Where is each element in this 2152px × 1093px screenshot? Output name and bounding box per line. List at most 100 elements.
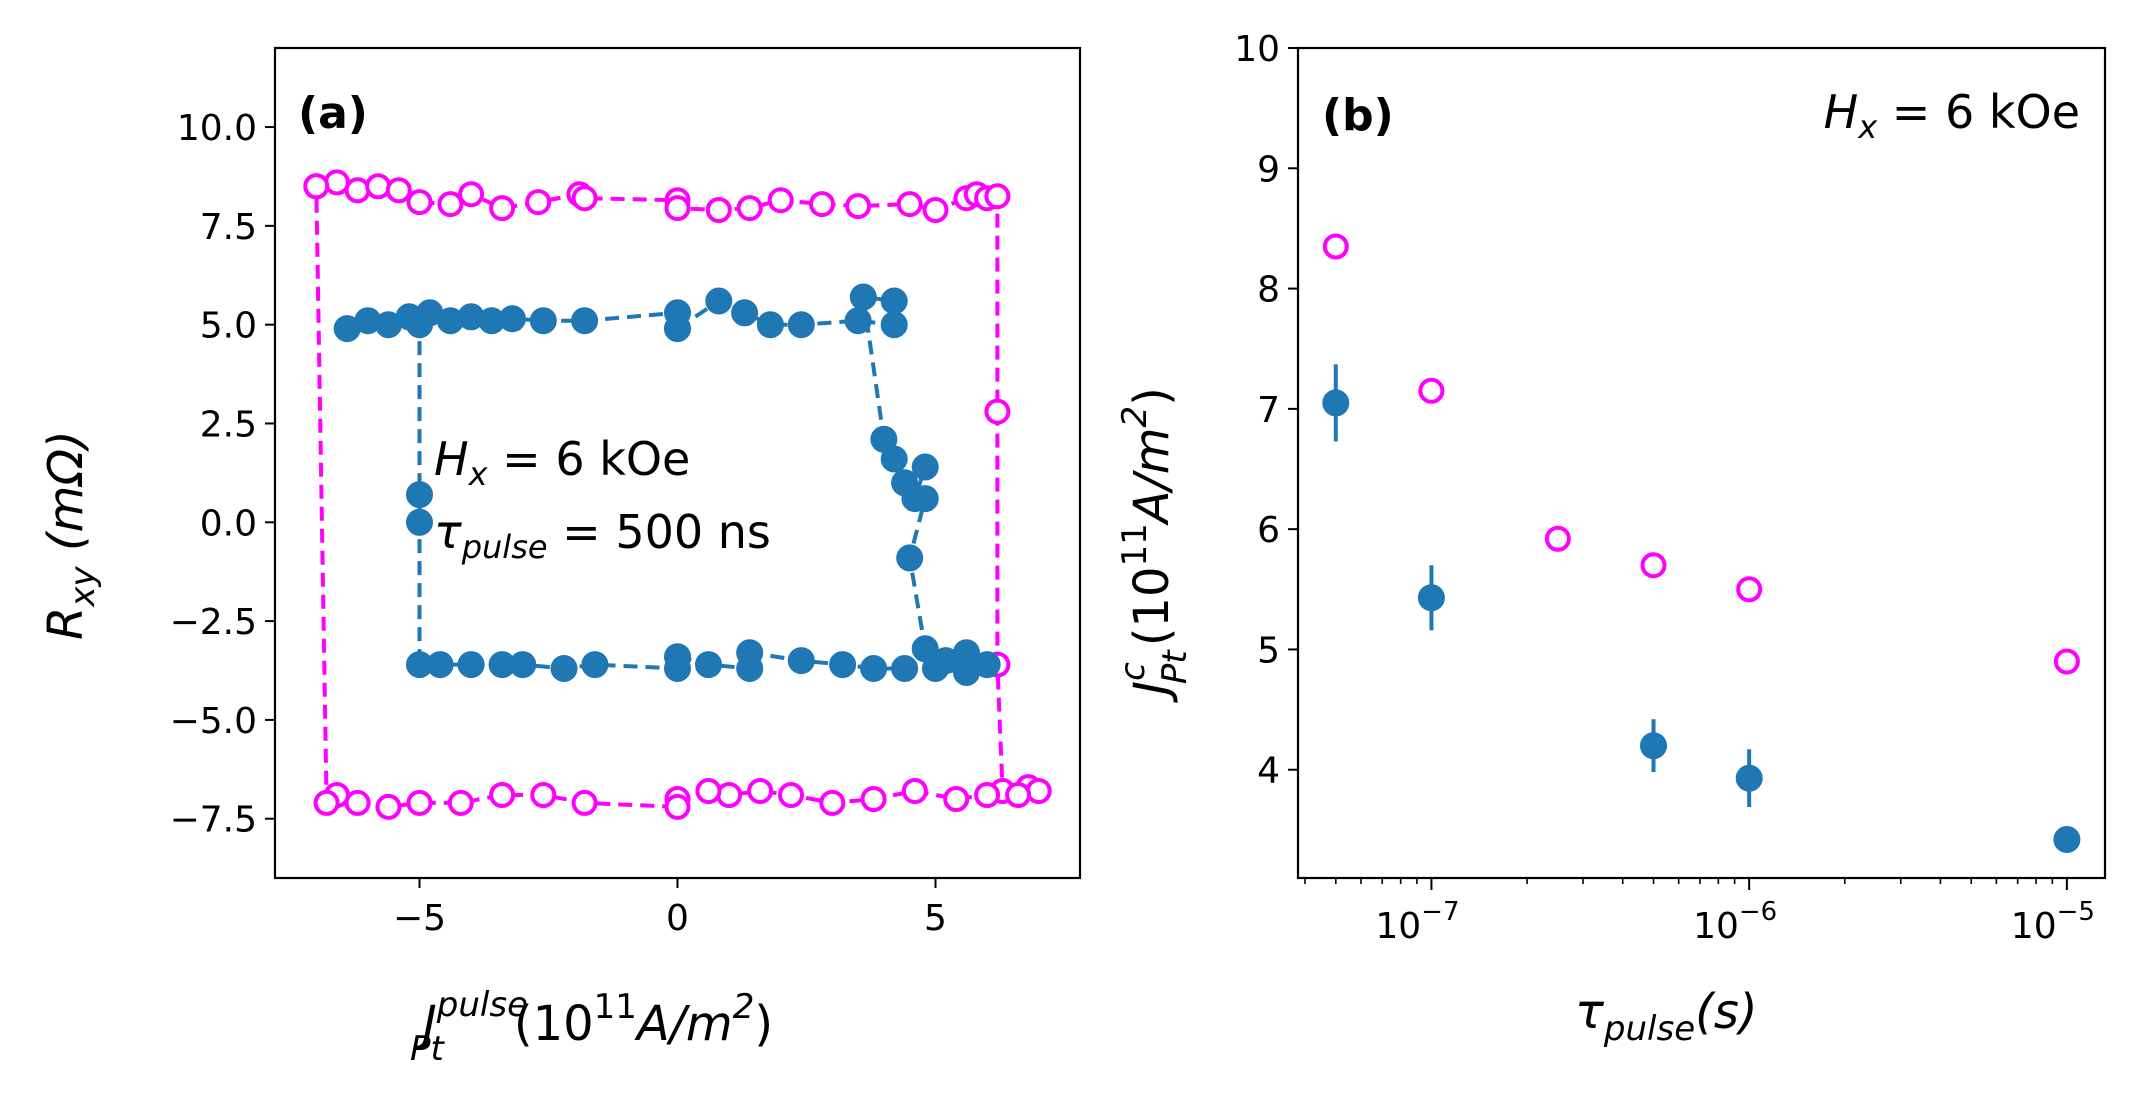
panel-a-open-marker <box>571 185 598 212</box>
panel-a-filled-marker <box>880 445 908 473</box>
panel-a-filled-marker <box>787 647 815 675</box>
panel-b-x-tick-label: 10−6 <box>1693 897 1777 947</box>
panel-a-open-marker <box>525 189 552 216</box>
panel-b-y-axis-title: JcPt(1011A/m2) <box>1113 387 1195 703</box>
panel-a-y-tick-label: −5.0 <box>170 701 257 742</box>
panel-a-open-marker <box>747 778 774 804</box>
panel-a-open-marker <box>406 189 433 216</box>
panel-a-open-marker <box>901 778 928 804</box>
panel-a-filled-marker <box>550 655 578 682</box>
panel-b-open-marker <box>1544 525 1571 552</box>
panel-a-open-marker <box>736 195 763 222</box>
panel-b-y-ticks: 4 5 6 7 8 9 10 <box>1234 29 1298 792</box>
panel-a-open-marker <box>819 789 846 816</box>
panel-b-frame <box>1296 46 2107 880</box>
panel-b: 10−7 10−6 10−5 4 5 6 7 8 9 10 (b) Hx = 6 kOe τpu… <box>1113 29 2107 1049</box>
panel-b-y-tick-label: 4 <box>1257 751 1280 792</box>
panel-b-filled-marker <box>1322 389 1350 417</box>
panel-a-open-marker <box>344 789 371 816</box>
panel-b-open-marker <box>1418 377 1445 404</box>
panel-a-open-marker <box>303 173 330 200</box>
panel-a-open-marker <box>313 789 340 816</box>
panel-a-open-marker <box>489 782 516 808</box>
panel-b-filled-marker <box>1417 584 1445 612</box>
panel-a-x-tick-label: −5 <box>393 898 446 939</box>
panel-a-open-marker <box>984 183 1011 210</box>
panel-a-y-ticks: −7.5 −5.0 −2.5 0.0 2.5 5.0 7.5 10.0 <box>170 108 275 841</box>
panel-a-open-marker <box>767 187 794 214</box>
panel-a-filled-marker <box>829 651 857 679</box>
panel-b-x-tick-label: 10−7 <box>1375 897 1459 947</box>
panel-b-y-tick-label: 5 <box>1257 630 1280 671</box>
panel-a-x-ticks: −5 0 5 <box>393 878 947 939</box>
panel-a-y-tick-label: 2.5 <box>200 404 257 445</box>
panel-a-markers <box>303 169 1052 820</box>
panel-a-filled-marker <box>787 311 815 339</box>
panel-a-filled-marker <box>695 651 722 679</box>
panel-a-open-marker <box>974 782 1001 808</box>
panel-a-filled-marker <box>406 311 433 339</box>
panel-b-open-marker <box>1640 552 1667 579</box>
panel-a-filled-marker <box>880 287 908 315</box>
panel-a-x-tick-label: 0 <box>666 898 689 939</box>
panel-a-filled-marker <box>406 508 433 536</box>
panel-a-filled-marker <box>406 481 433 509</box>
panel-a-filled-marker <box>571 307 599 335</box>
panel-b-open-marker <box>1322 233 1349 260</box>
panel-b-open-marker <box>1736 576 1763 603</box>
panel-a-open-marker <box>860 786 887 812</box>
panel-a-open-marker <box>489 195 516 222</box>
panel-b-y-tick-label: 6 <box>1257 510 1280 551</box>
panel-a-x-axis-title: Jpulse Pt (1011A/m2) <box>410 985 773 1069</box>
panel-b-filled-marker <box>1640 732 1667 760</box>
panel-a-open-marker <box>530 782 557 808</box>
panel-a-y-tick-label: 7.5 <box>200 207 257 248</box>
panel-a-annotation-line2: τpulse = 500 ns <box>434 505 771 566</box>
panel-a-open-marker <box>664 793 691 820</box>
panel-a-open-marker <box>385 177 412 204</box>
panel-b-annotation: Hx = 6 kOe <box>1824 85 2080 146</box>
panel-a-series-line <box>314 180 1046 809</box>
panel-a-open-marker <box>716 782 743 808</box>
panel-a-filled-marker <box>457 651 485 679</box>
panel-a-open-marker <box>323 169 350 196</box>
panel-a-filled-marker <box>896 544 924 572</box>
panel-a-open-marker <box>365 173 392 200</box>
panel-a-open-marker <box>1005 782 1032 808</box>
panel-a-filled-marker <box>844 307 872 335</box>
panel-a-y-tick-label: 10.0 <box>177 108 257 149</box>
panel-a-filled-marker <box>529 307 557 335</box>
panel-b-y-tick-label: 10 <box>1234 29 1280 70</box>
panel-a-open-marker <box>406 789 433 816</box>
panel-a-magenta-loop-line <box>314 180 1046 809</box>
panel-a-annotation-line1: Hx = 6 kOe <box>434 432 690 493</box>
panel-a-open-marker <box>344 177 371 204</box>
panel-a-filled-marker <box>880 311 908 339</box>
panel-a-open-marker <box>845 193 872 220</box>
panel-a: −5 0 5 −7.5 −5.0 −2.5 0.0 2.5 5.0 7.5 10.0 (a) Hx… <box>38 46 1082 1069</box>
panel-b-label: (b) <box>1322 90 1394 141</box>
panel-a-open-marker <box>705 197 732 223</box>
panel-a-filled-marker <box>498 305 526 333</box>
panel-a-y-tick-label: −2.5 <box>170 602 257 643</box>
panel-b-filled-marker <box>1735 764 1763 792</box>
panel-a-open-marker <box>778 782 804 808</box>
panel-a-filled-marker <box>953 659 980 686</box>
panel-a-open-marker <box>437 191 464 218</box>
panel-a-open-marker <box>922 197 949 223</box>
panel-a-open-marker <box>809 191 835 218</box>
panel-a-open-marker <box>458 181 485 208</box>
panel-a-filled-marker <box>731 299 759 327</box>
panel-b-markers <box>1322 233 2081 853</box>
panel-a-open-marker <box>447 789 474 816</box>
panel-b-x-axis-title: τpulse(s) <box>1575 984 1758 1049</box>
panel-a-filled-marker <box>891 655 919 682</box>
panel-a-filled-marker <box>911 485 939 513</box>
panel-a-y-axis-title: Rxy (mΩ) <box>38 430 103 640</box>
panel-a-open-marker <box>896 191 923 218</box>
panel-a-y-tick-label: 0.0 <box>200 503 257 544</box>
panel-b-y-tick-label: 8 <box>1257 270 1280 311</box>
panel-a-filled-marker <box>488 651 516 679</box>
panel-a-open-marker <box>375 793 402 820</box>
